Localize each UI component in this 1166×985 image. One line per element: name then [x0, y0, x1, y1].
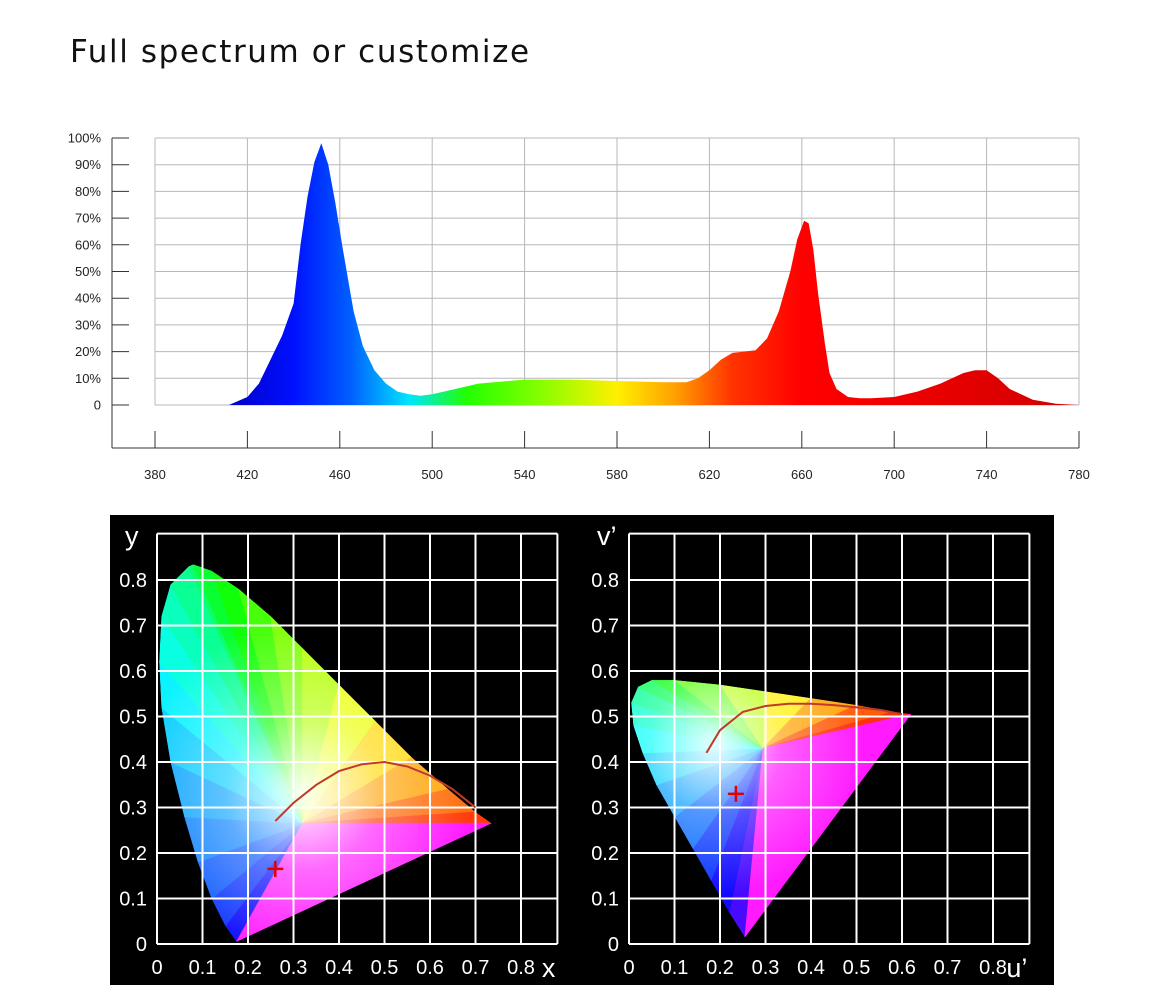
y-tick-label: 10% — [75, 371, 101, 386]
x-tick-label: 0.4 — [325, 957, 353, 979]
y-tick-label: 0.3 — [119, 798, 147, 820]
y-tick-label: 0.4 — [591, 752, 619, 774]
page-title: Full spectrum or customize — [70, 34, 531, 70]
y-tick-label: 0 — [94, 398, 101, 413]
spectrum-chart: 0 10% 20% 30% 40% 50% 60% 70% 80% 90% 100% 380 420 4… — [68, 131, 1090, 483]
x-tick-label: 0.6 — [416, 957, 444, 979]
y-tick-label: 100% — [68, 131, 102, 146]
y-tick-label: 70% — [75, 211, 101, 226]
y-tick-label: 40% — [75, 291, 101, 306]
x-tick-label: 0.5 — [371, 957, 399, 979]
y-tick-label: 60% — [75, 237, 101, 252]
cie-diagrams: 0 0.1 0.2 0.3 0.4 0.5 0.6 0.7 0.8 0 0.1 0.2 0.3 0.4 0.… — [110, 515, 1054, 985]
x-tick-label: 0.8 — [507, 957, 535, 979]
cie-uv-planckian-locus — [705, 702, 903, 754]
x-tick-label: 0.7 — [462, 957, 490, 979]
y-tick-label: 0.2 — [119, 843, 147, 865]
spectrum-x-ticks: 380 420 460 500 540 580 620 660 700 740 780 — [144, 431, 1090, 482]
x-tick-label: 420 — [237, 467, 259, 482]
cie-uv-grid — [628, 532, 1031, 945]
x-tick-label: 660 — [791, 467, 813, 482]
y-tick-label: 0.5 — [119, 707, 147, 729]
y-tick-label: 0.5 — [591, 707, 619, 729]
y-tick-label: 0.3 — [591, 798, 619, 820]
x-tick-label: 0.1 — [189, 957, 217, 979]
x-tick-label: 460 — [329, 467, 351, 482]
y-tick-label: 30% — [75, 317, 101, 332]
x-tick-label: 0.8 — [979, 957, 1007, 979]
x-tick-label: 0.1 — [661, 957, 689, 979]
x-tick-label: 0.3 — [280, 957, 308, 979]
x-tick-label: 0.5 — [843, 957, 871, 979]
cie-xy-grid — [156, 532, 559, 945]
x-axis-label: u’ — [1006, 953, 1027, 983]
y-tick-label: 0 — [136, 934, 147, 956]
y-tick-label: 90% — [75, 157, 101, 172]
spectrum-y-ticks: 0 10% 20% 30% 40% 50% 60% 70% 80% 90% 100% — [68, 131, 129, 413]
x-tick-label: 0.2 — [234, 957, 262, 979]
spectrum-axes — [111, 138, 1079, 449]
x-tick-label: 780 — [1068, 467, 1090, 482]
x-tick-label: 0.2 — [706, 957, 734, 979]
y-tick-label: 0.1 — [591, 889, 619, 911]
x-tick-label: 0.6 — [888, 957, 916, 979]
cie-xy-tick-labels: 0 0.1 0.2 0.3 0.4 0.5 0.6 0.7 0.8 0 0.1 0.2 0.3 0.4 0.… — [119, 570, 535, 979]
x-tick-label: 380 — [144, 467, 166, 482]
y-tick-label: 0 — [608, 934, 619, 956]
spectrum-area — [155, 143, 1079, 406]
cie-uv-tick-labels: 0 0.1 0.2 0.3 0.4 0.5 0.6 0.7 0.8 0 0.1 0.2 0.3 0.4 0.… — [591, 570, 1007, 979]
x-tick-label: 0 — [623, 957, 634, 979]
y-tick-label: 0.8 — [591, 570, 619, 592]
cie-xy-planckian-locus — [274, 760, 477, 822]
x-tick-label: 700 — [883, 467, 905, 482]
y-tick-label: 0.7 — [119, 616, 147, 638]
x-tick-label: 620 — [699, 467, 721, 482]
y-tick-label: 0.2 — [591, 843, 619, 865]
x-axis-label: x — [542, 953, 556, 983]
x-tick-label: 540 — [514, 467, 536, 482]
y-tick-label: 0.1 — [119, 889, 147, 911]
x-tick-label: 0.3 — [752, 957, 780, 979]
y-axis-label: v’ — [597, 521, 617, 551]
y-tick-label: 80% — [75, 184, 101, 199]
x-tick-label: 580 — [606, 467, 628, 482]
y-tick-label: 0.4 — [119, 752, 147, 774]
x-tick-label: 740 — [976, 467, 998, 482]
x-tick-label: 0.4 — [797, 957, 825, 979]
x-tick-label: 0.7 — [934, 957, 962, 979]
y-tick-label: 20% — [75, 344, 101, 359]
y-tick-label: 50% — [75, 264, 101, 279]
x-tick-label: 500 — [421, 467, 443, 482]
y-tick-label: 0.6 — [591, 661, 619, 683]
y-tick-label: 0.7 — [591, 616, 619, 638]
y-axis-label: y — [125, 521, 139, 551]
y-tick-label: 0.8 — [119, 570, 147, 592]
x-tick-label: 0 — [151, 957, 162, 979]
y-tick-label: 0.6 — [119, 661, 147, 683]
